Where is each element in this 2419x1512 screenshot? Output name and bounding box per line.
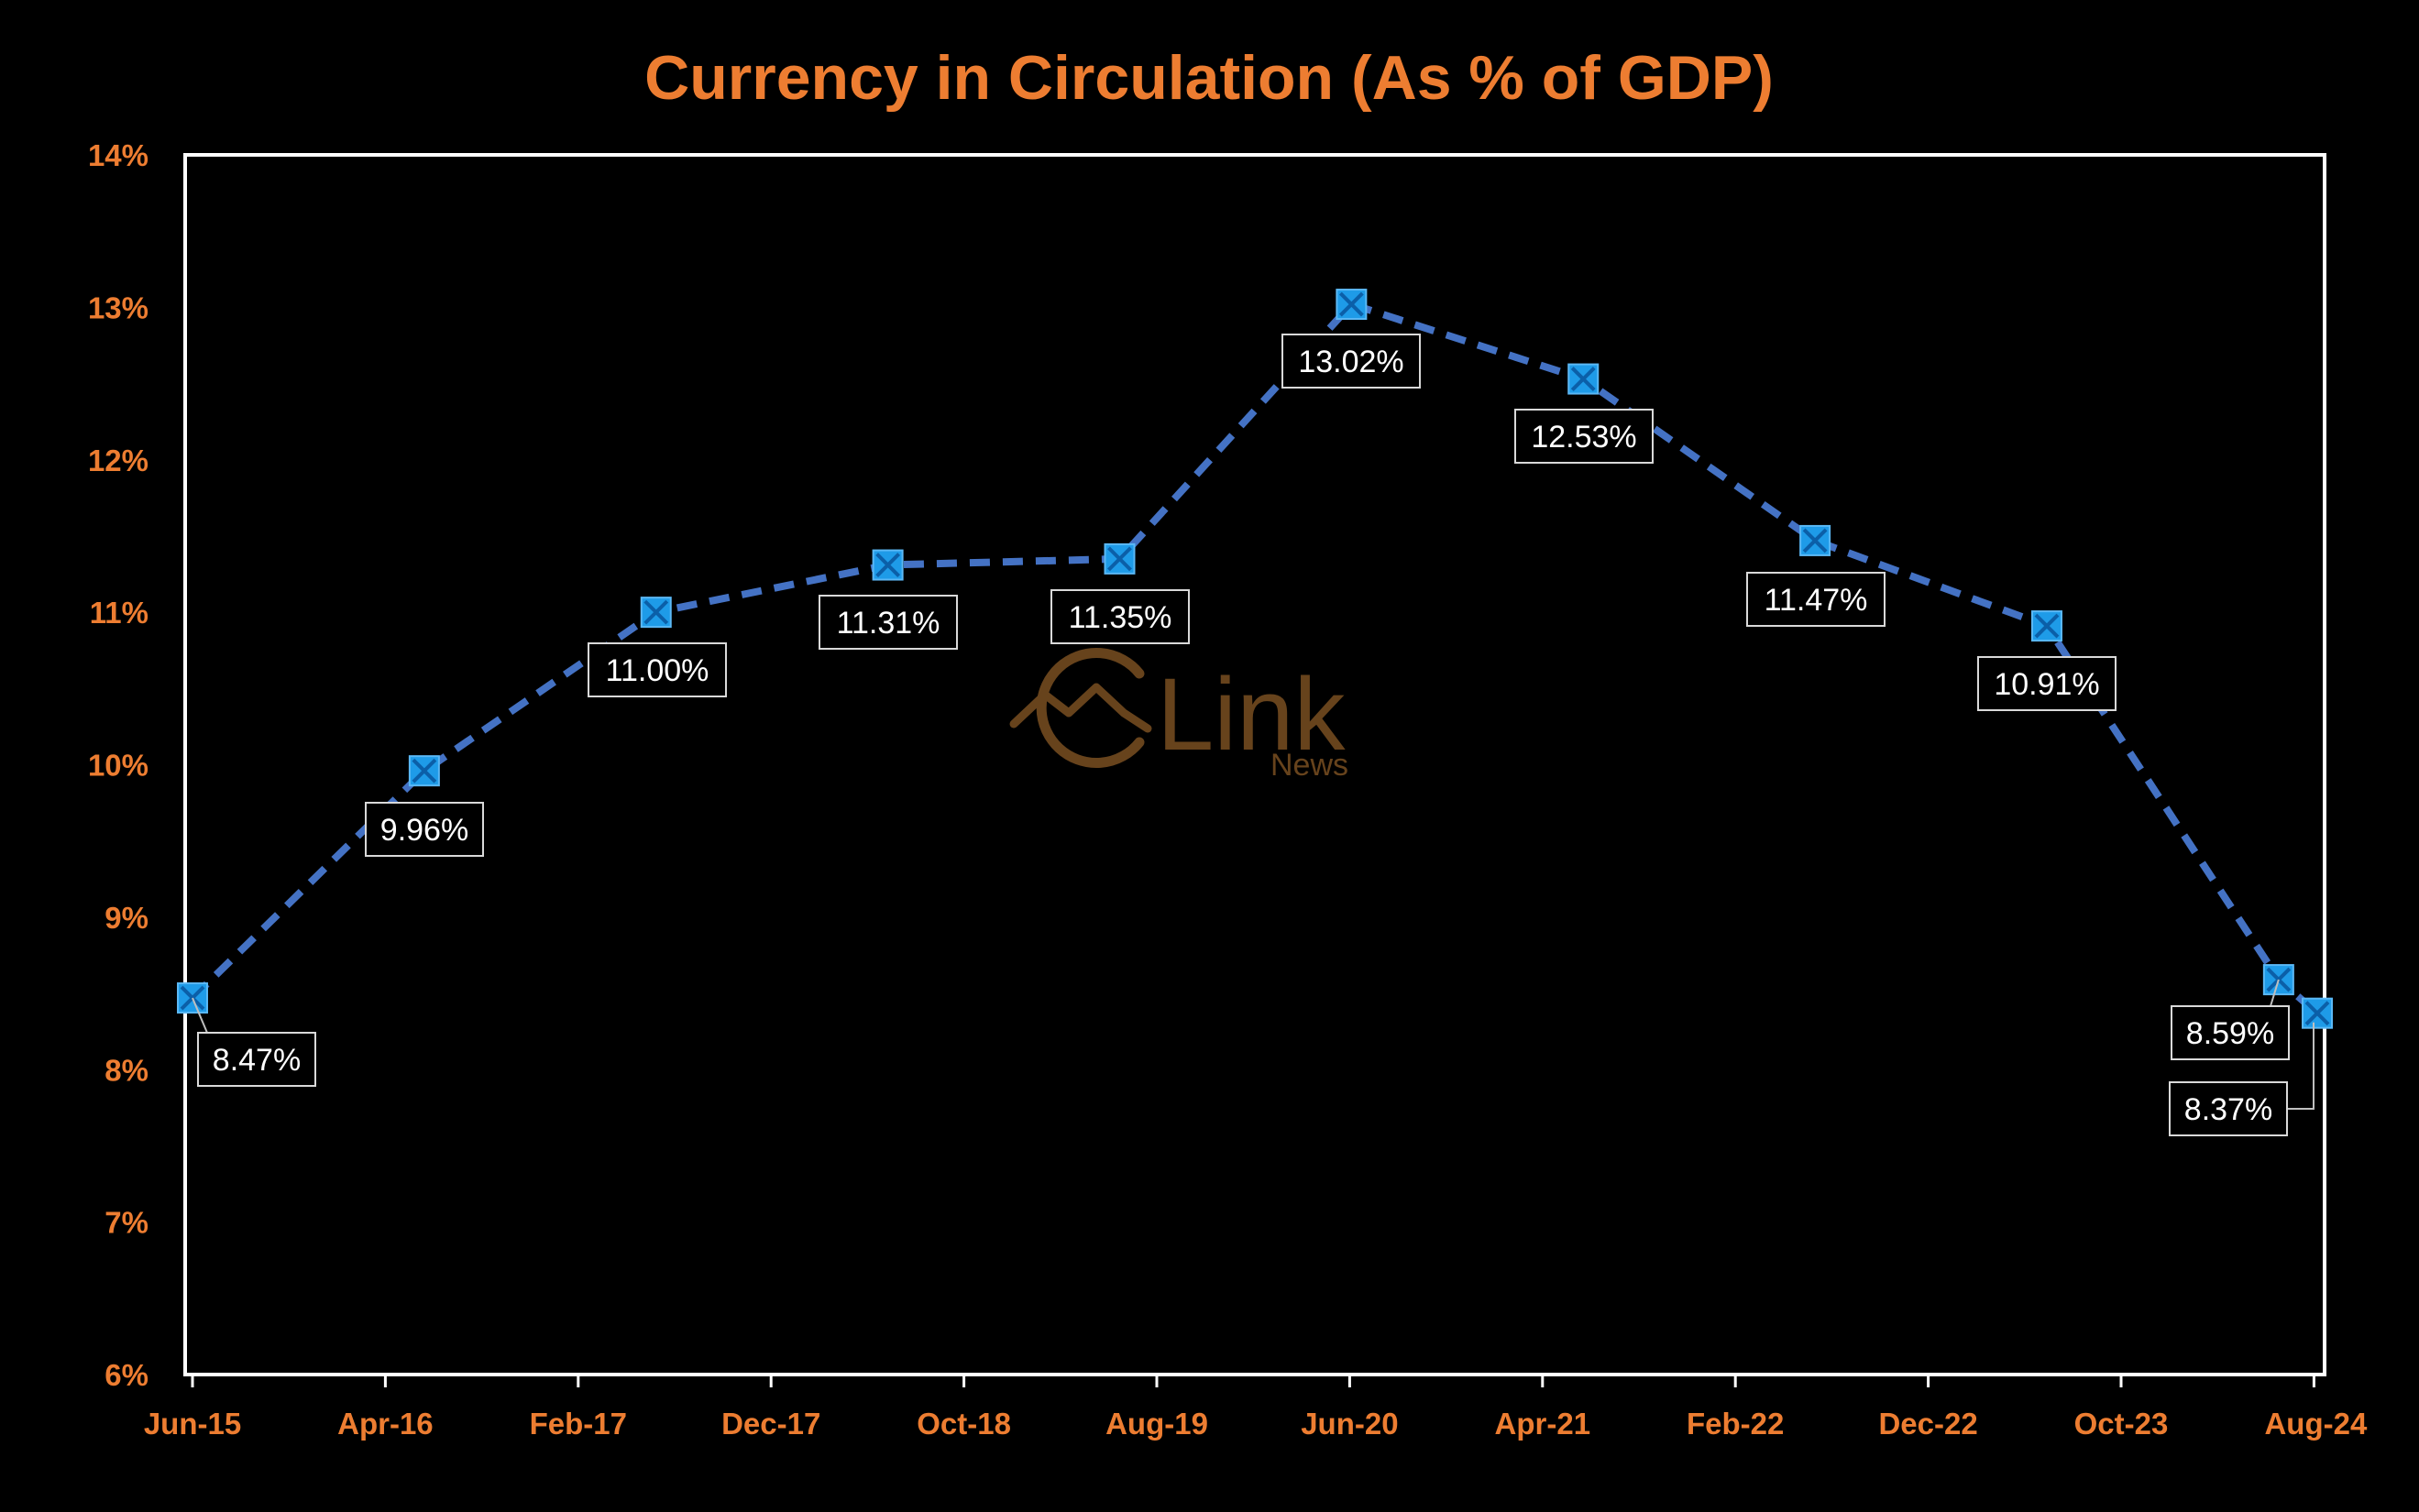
- x-tick-label: Jun-15: [144, 1407, 241, 1441]
- svg-text:10.91%: 10.91%: [1994, 667, 2099, 702]
- x-tick-label: Feb-17: [530, 1407, 627, 1441]
- svg-text:13.02%: 13.02%: [1298, 345, 1403, 379]
- data-point-marker: [640, 597, 672, 629]
- svg-text:11.00%: 11.00%: [606, 653, 709, 688]
- watermark-logo: Link News: [1009, 648, 1348, 783]
- data-point-marker: [2302, 997, 2333, 1029]
- x-tick-label: Dec-17: [721, 1407, 820, 1441]
- data-label: 9.96%: [365, 802, 484, 857]
- data-point-marker: [872, 549, 904, 581]
- data-point-marker: [177, 982, 208, 1014]
- data-label: 12.53%: [1514, 409, 1654, 464]
- y-tick-label: 9%: [104, 901, 148, 935]
- svg-text:11.35%: 11.35%: [1069, 600, 1172, 635]
- svg-text:11.47%: 11.47%: [1765, 583, 1868, 618]
- data-point-marker: [1104, 542, 1136, 575]
- x-tick-label: Oct-18: [917, 1407, 1011, 1441]
- y-tick-label: 10%: [88, 749, 148, 783]
- y-tick-label: 8%: [104, 1053, 148, 1087]
- series-layer: [177, 289, 2333, 1029]
- data-label: 11.35%: [1050, 589, 1190, 644]
- x-tick-label: Aug-24: [2264, 1407, 2367, 1441]
- data-label: 8.47%: [192, 997, 316, 1087]
- plot-area-border: [183, 153, 2326, 1376]
- data-label: 11.00%: [588, 642, 727, 697]
- x-tick-label: Feb-22: [1687, 1407, 1784, 1441]
- svg-text:11.31%: 11.31%: [837, 606, 940, 641]
- data-point-marker: [1567, 363, 1600, 395]
- series-line: [190, 301, 2320, 1016]
- x-tick-label: Aug-19: [1105, 1407, 1208, 1441]
- y-tick-label: 11%: [90, 596, 148, 630]
- watermark-sub: News: [1270, 748, 1348, 783]
- data-label: 13.02%: [1281, 334, 1421, 389]
- y-tick-label: 13%: [88, 290, 148, 324]
- data-point-marker: [1336, 289, 1368, 321]
- svg-text:8.47%: 8.47%: [213, 1043, 301, 1078]
- y-axis: 6% 7% 8% 9% 10% 11% 12% 13% 14%: [88, 138, 148, 1392]
- svg-text:9.96%: 9.96%: [380, 813, 468, 848]
- watermark-brand: Link: [1157, 657, 1346, 772]
- data-label: 11.31%: [819, 595, 958, 650]
- x-tick-label: Jun-20: [1301, 1407, 1398, 1441]
- data-point-marker: [1799, 524, 1831, 556]
- data-point-marker: [2262, 964, 2294, 996]
- y-tick-label: 7%: [104, 1206, 148, 1240]
- x-tick-label: Apr-21: [1495, 1407, 1591, 1441]
- x-tick-label: Oct-23: [2074, 1407, 2169, 1441]
- logo-circle-icon: [1036, 648, 1145, 768]
- svg-text:8.59%: 8.59%: [2186, 1016, 2274, 1051]
- y-tick-label: 12%: [88, 444, 148, 477]
- chart-title: Currency in Circulation (As % of GDP): [644, 43, 1774, 113]
- data-point-marker: [2030, 610, 2062, 642]
- y-tick-label: 6%: [104, 1358, 148, 1392]
- data-labels: 8.47% 9.96% 11.00% 11.31% 11.35% 13.02% 12.53%…: [192, 334, 2315, 1136]
- data-label: 8.37%: [2169, 1022, 2315, 1136]
- svg-text:8.37%: 8.37%: [2184, 1092, 2272, 1127]
- x-tick-label: Dec-22: [1878, 1407, 1977, 1441]
- svg-text:12.53%: 12.53%: [1531, 420, 1636, 455]
- data-label: 11.47%: [1746, 572, 1886, 627]
- data-label: 10.91%: [1977, 656, 2117, 711]
- data-point-marker: [408, 755, 440, 787]
- data-label: 8.59%: [2171, 979, 2290, 1060]
- y-tick-label: 14%: [88, 138, 148, 172]
- logo-mountain-icon: [1009, 683, 1152, 733]
- x-tick-label: Apr-16: [337, 1407, 434, 1441]
- x-axis: Jun-15 Apr-16 Feb-17 Dec-17 Oct-18 Aug-19 Jun-…: [144, 1375, 2368, 1441]
